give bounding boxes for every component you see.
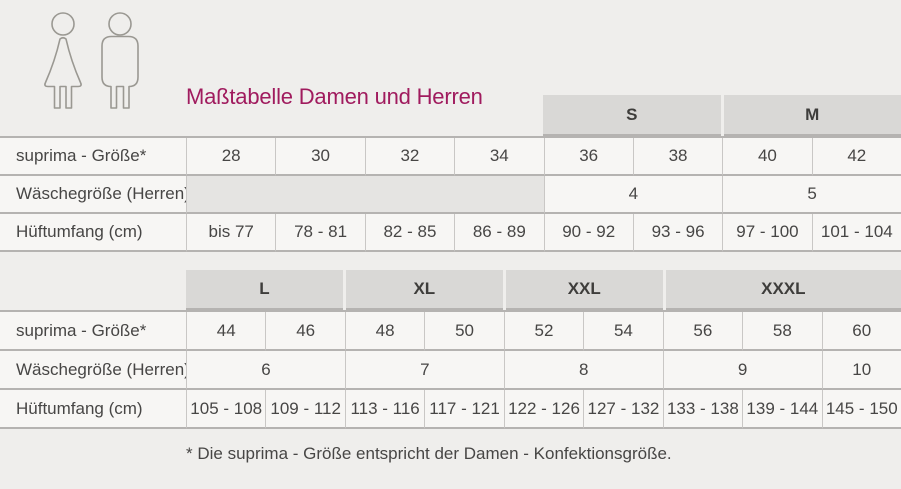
female-male-figures-icon [44,12,139,109]
row-label-suprima-size: suprima - Größe* [0,312,186,351]
letter-size-xxxl: XXXL [665,270,901,310]
hip-range-cell: 139 - 144 [742,390,822,429]
size-cell: 56 [662,312,743,351]
page-title: Maßtabelle Damen und Herren [186,84,483,109]
letter-size-s: S [543,95,721,136]
hip-range-cell: 86 - 89 [454,214,544,252]
size-cell: 48 [344,312,425,351]
size-cell: 50 [424,312,504,351]
hip-range-cell: bis 77 [186,214,276,252]
size-cell: 28 [186,138,276,176]
letter-size-l: L [186,270,343,310]
underwear-size-cell: 8 [503,351,663,390]
underwear-size-cell: 6 [186,351,345,390]
hip-range-cell: 117 - 121 [424,390,504,429]
female-figure-icon [44,36,82,109]
size-cell: 54 [583,312,663,351]
female-head-icon [51,12,75,36]
hip-range-cell: 78 - 81 [275,214,365,252]
hip-range-cell: 93 - 96 [632,214,723,252]
letter-size-m: M [723,95,901,136]
size-cell: 32 [364,138,455,176]
letter-size-xxl: XXL [505,270,663,310]
size-cell: 52 [503,312,584,351]
size-cell: 58 [742,312,822,351]
table1-letter-header: S M [543,95,901,136]
row-label-underwear-size: Wäschegröße (Herren) [0,351,186,390]
row-label-suprima-size: suprima - Größe* [0,138,186,176]
row-label-underwear-size: Wäschegröße (Herren) [0,176,186,214]
letter-size-xl: XL [345,270,503,310]
underwear-size-cell: 5 [722,176,901,214]
size-table-sm: suprima - Größe* 28 30 32 34 36 38 40 42… [0,136,901,252]
hip-range-cell: 133 - 138 [662,390,743,429]
size-cell: 60 [821,312,901,351]
size-cell: 42 [811,138,901,176]
hip-range-cell: 105 - 108 [186,390,266,429]
size-cell: 40 [722,138,812,176]
size-cell: 44 [186,312,266,351]
hip-range-cell: 90 - 92 [543,214,633,252]
underwear-size-cell: 4 [543,176,723,214]
underwear-size-cell: 7 [344,351,504,390]
size-cell: 30 [275,138,365,176]
hip-range-cell: 113 - 116 [344,390,425,429]
footnote: * Die suprima - Größe entspricht der Dam… [186,444,672,463]
empty-cell [186,176,544,214]
male-figure-icon [101,35,139,109]
male-head-icon [108,12,132,36]
table2-letter-header: L XL XXL XXXL [186,270,901,310]
size-table-l-xxxl: suprima - Größe* 44 46 48 50 52 54 56 58… [0,310,901,429]
hip-range-cell: 145 - 150 [821,390,901,429]
hip-range-cell: 122 - 126 [503,390,584,429]
hip-range-cell: 97 - 100 [722,214,812,252]
hip-range-cell: 127 - 132 [583,390,663,429]
size-cell: 38 [632,138,723,176]
underwear-size-cell: 10 [821,351,901,390]
size-cell: 46 [265,312,345,351]
row-label-hip-circumference: Hüftumfang (cm) [0,214,186,252]
size-cell: 36 [543,138,633,176]
underwear-size-cell: 9 [662,351,822,390]
hip-range-cell: 101 - 104 [811,214,901,252]
row-label-hip-circumference: Hüftumfang (cm) [0,390,186,429]
size-cell: 34 [454,138,544,176]
hip-range-cell: 109 - 112 [265,390,345,429]
hip-range-cell: 82 - 85 [364,214,455,252]
